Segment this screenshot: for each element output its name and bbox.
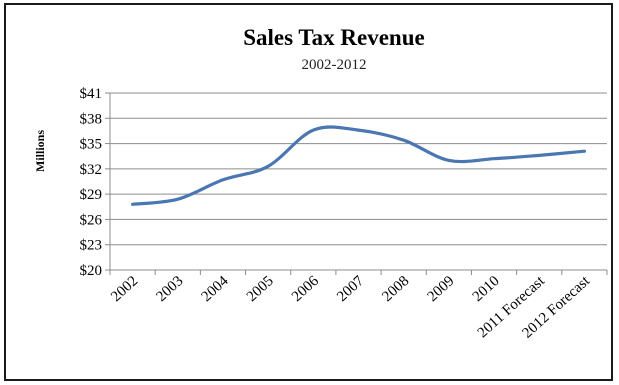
y-tick-label: $41 bbox=[80, 86, 103, 102]
x-tick-label: 2003 bbox=[153, 273, 186, 305]
data-point bbox=[312, 129, 314, 131]
x-tick-label: 2005 bbox=[244, 273, 277, 305]
x-tick-labels: 2002 2003 2004 2005 2006 2007 2008 2009 20102011… bbox=[108, 273, 593, 342]
chart-title: Sales Tax Revenue bbox=[243, 25, 424, 50]
chart-subtitle: 2002-2012 bbox=[302, 57, 367, 73]
y-tick-label: $23 bbox=[80, 238, 103, 254]
data-point bbox=[222, 179, 224, 181]
data-point bbox=[402, 139, 404, 141]
series-line bbox=[131, 125, 586, 206]
series-layer bbox=[131, 125, 586, 206]
x-tick-label: 2004 bbox=[199, 273, 232, 305]
data-point bbox=[583, 150, 585, 152]
data-point bbox=[357, 129, 359, 131]
x-tick-label: 2008 bbox=[379, 273, 412, 305]
y-tick-label: $29 bbox=[80, 187, 103, 203]
x-tick-label: 2006 bbox=[289, 273, 322, 305]
y-tick-labels: $20 $23 $26 $29 $32 $35 $38 $41 bbox=[80, 86, 103, 279]
data-point bbox=[448, 159, 450, 161]
data-point bbox=[538, 154, 540, 156]
x-tick-label: 2007 bbox=[334, 273, 367, 305]
y-tick-label: $32 bbox=[80, 162, 103, 178]
axes bbox=[105, 92, 608, 275]
gridlines bbox=[110, 92, 607, 246]
line-chart: Sales Tax Revenue 2002-2012 Millions $20… bbox=[33, 25, 608, 342]
x-tick-label: 2002 bbox=[108, 273, 141, 305]
x-tick-label: 2009 bbox=[425, 273, 458, 305]
y-tick-label: $38 bbox=[80, 111, 103, 127]
y-tick-label: $35 bbox=[80, 137, 103, 153]
y-tick-label: $26 bbox=[80, 212, 103, 228]
data-point bbox=[267, 165, 269, 167]
data-point bbox=[131, 203, 133, 205]
data-point bbox=[493, 158, 495, 160]
chart-frame: Sales Tax Revenue 2002-2012 Millions $20… bbox=[4, 3, 613, 381]
y-tick-label: $20 bbox=[80, 263, 103, 279]
y-axis-label: Millions bbox=[33, 130, 47, 172]
x-tick-label: 2010 bbox=[470, 273, 503, 305]
data-point bbox=[177, 198, 179, 200]
